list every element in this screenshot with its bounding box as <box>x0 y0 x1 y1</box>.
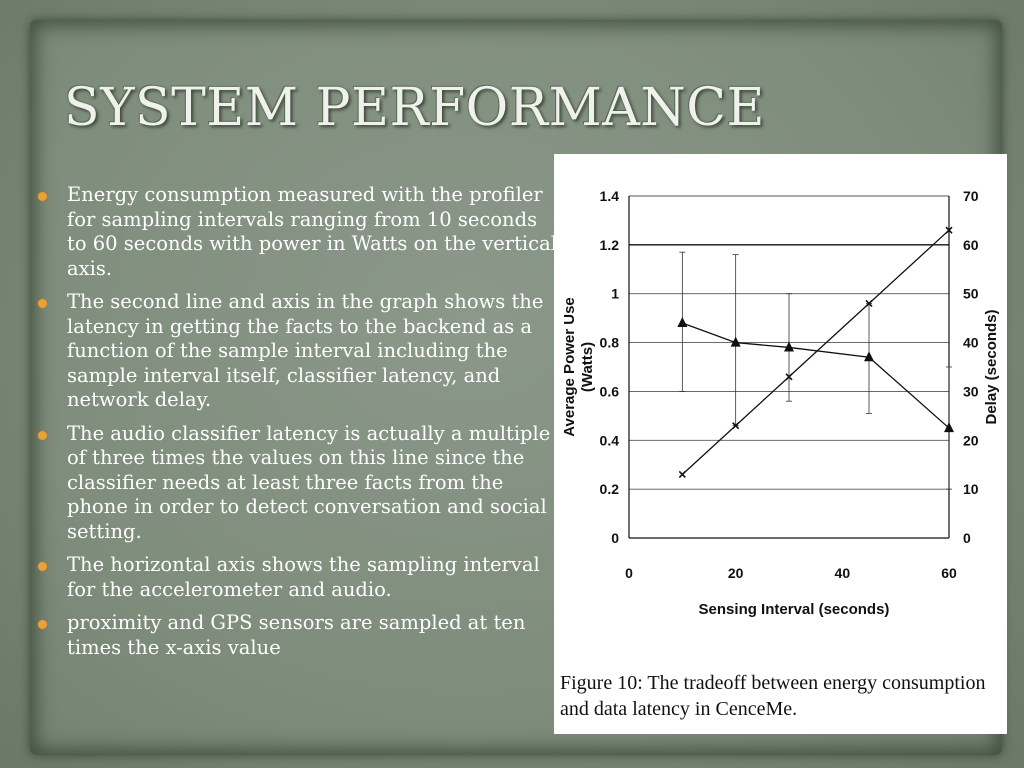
bullet-text: The second line and axis in the graph sh… <box>67 290 544 411</box>
bullet-item: The second line and axis in the graph sh… <box>38 290 558 413</box>
data-point-power <box>784 341 794 352</box>
bullet-dot-icon <box>38 430 47 440</box>
y-tick-label: 0.6 <box>600 383 620 399</box>
x-tick-label: 40 <box>835 565 851 581</box>
y2-tick-label: 10 <box>963 481 979 497</box>
y-tick-label: 1.4 <box>600 188 620 204</box>
data-point-power <box>677 317 688 328</box>
x-axis-label: Sensing Interval (seconds) <box>699 601 890 618</box>
bullet-list: Energy consumption measured with the pro… <box>38 183 558 669</box>
y2-tick-label: 50 <box>963 286 979 302</box>
power-delay-chart: 0 0.2 0.4 0.6 0.8 1 1.2 1.4 0 10 20 30 40 50 60 70 0 20 40… <box>561 188 1000 618</box>
figure-caption: Figure 10: The tradeoff between energy c… <box>560 672 986 720</box>
y-tick-label: 1 <box>611 286 619 302</box>
y-tick-label: 0.4 <box>600 432 620 448</box>
bullet-dot-icon <box>38 562 47 571</box>
bullet-text: proximity and GPS sensors are sampled at… <box>67 611 526 659</box>
bullet-item: The audio classifier latency is actually… <box>38 422 558 545</box>
y2-tick-label: 0 <box>963 530 971 546</box>
x-tick-label: 20 <box>728 565 744 581</box>
y2-tick-label: 40 <box>963 335 979 351</box>
bullet-item: proximity and GPS sensors are sampled at… <box>38 611 558 660</box>
y2-axis-label: Delay (seconds) <box>983 309 1000 424</box>
bullet-dot-icon <box>38 192 47 201</box>
y2-tick-label: 30 <box>963 383 979 399</box>
y-tick-label: 0 <box>611 530 619 546</box>
bullet-item: Energy consumption measured with the pro… <box>38 183 558 281</box>
y2-tick-label: 20 <box>963 432 979 448</box>
bullet-dot-icon <box>38 299 47 308</box>
bullet-text: Energy consumption measured with the pro… <box>67 183 557 280</box>
data-point-power <box>730 336 741 347</box>
bullet-dot-icon <box>38 620 47 629</box>
bullet-item: The horizontal axis shows the sampling i… <box>38 553 558 602</box>
y-tick-label: 0.2 <box>600 481 620 497</box>
bullet-text: The horizontal axis shows the sampling i… <box>67 553 540 601</box>
series-line-delay <box>681 229 950 475</box>
data-point-delay <box>678 470 686 479</box>
series-line-power <box>682 322 950 429</box>
y2-tick-label: 70 <box>963 188 979 204</box>
data-point-delay <box>945 226 953 234</box>
y-axis-label: Average Power Use(Watts) <box>561 297 596 437</box>
data-point-power <box>944 422 954 433</box>
data-point-power <box>864 351 874 362</box>
figure-panel: 0 0.2 0.4 0.6 0.8 1 1.2 1.4 0 10 20 30 40 50 60 70 0 20 40… <box>554 154 1007 734</box>
y-tick-label: 1.2 <box>600 237 620 253</box>
x-tick-label: 0 <box>625 565 633 581</box>
data-point-delay <box>865 299 873 308</box>
y-tick-label: 0.8 <box>600 335 620 351</box>
bullet-text: The audio classifier latency is actually… <box>67 421 551 543</box>
x-tick-label: 60 <box>941 565 957 581</box>
slide-title: SYSTEM PERFORMANCE <box>64 78 765 138</box>
data-point-delay <box>785 373 793 381</box>
y2-tick-label: 60 <box>963 237 979 253</box>
data-point-delay <box>732 422 740 430</box>
